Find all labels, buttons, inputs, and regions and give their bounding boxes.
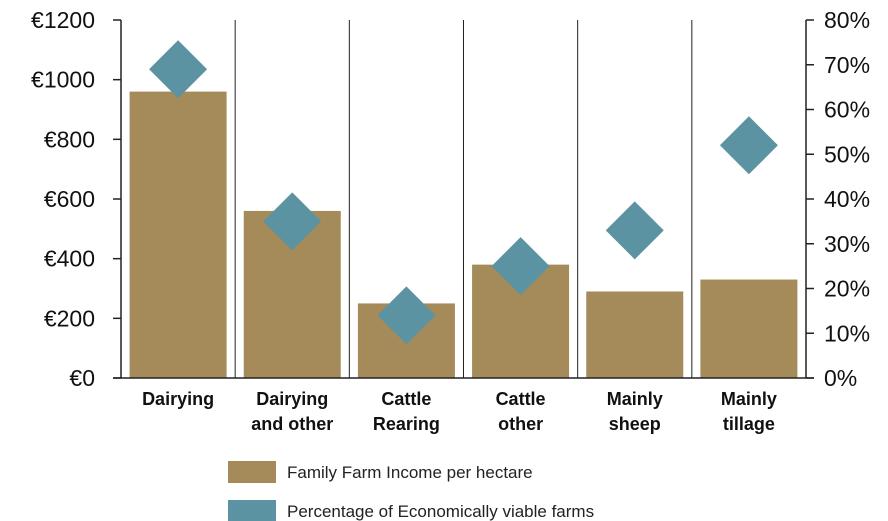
category-label: Rearing <box>373 414 440 434</box>
legend-swatch <box>228 461 276 483</box>
right-tick-label: 60% <box>824 97 870 123</box>
category-label: Dairying <box>142 389 214 409</box>
left-axis-ticks: €0 €200 €400 €600 €800 €1000 €1200 <box>31 7 121 391</box>
bar <box>700 279 798 378</box>
category-label: sheep <box>609 414 661 434</box>
left-tick-label: €400 <box>44 246 95 272</box>
left-tick-label: €800 <box>44 126 95 152</box>
viable-farms-marker <box>149 40 208 99</box>
category-labels: Dairying Dairying and other Cattle Rearing Ca… <box>142 389 777 434</box>
viable-farms-marker <box>491 237 550 296</box>
right-tick-label: 50% <box>824 141 870 167</box>
right-tick-label: 30% <box>824 231 870 257</box>
viable-farms-marker <box>377 286 436 345</box>
right-tick-label: 80% <box>824 7 870 33</box>
right-axis-ticks: 0% 10% 20% 30% 40% 50% 60% 70% 80% <box>806 7 870 391</box>
left-tick-label: €1200 <box>31 7 95 33</box>
viable-farms-marker <box>605 201 664 260</box>
category-label: Cattle <box>496 389 546 409</box>
bar <box>586 291 684 378</box>
left-tick-label: €0 <box>69 365 95 391</box>
viable-farm-markers <box>149 40 778 345</box>
right-tick-label: 0% <box>824 365 857 391</box>
category-label: Mainly <box>607 389 663 409</box>
legend-swatch <box>228 500 276 521</box>
category-label: Dairying <box>256 389 328 409</box>
legend-label: Family Farm Income per hectare <box>287 463 533 482</box>
right-tick-label: 40% <box>824 186 870 212</box>
category-label: Mainly <box>721 389 777 409</box>
viable-farms-marker <box>263 192 322 251</box>
viable-farms-marker <box>719 116 778 175</box>
category-label: Cattle <box>381 389 431 409</box>
left-tick-label: €200 <box>44 305 95 331</box>
category-label: other <box>498 414 543 434</box>
left-tick-label: €1000 <box>31 67 95 93</box>
category-label: and other <box>251 414 333 434</box>
legend: Family Farm Income per hectare Percentage… <box>228 461 594 521</box>
bar <box>129 91 227 378</box>
left-tick-label: €600 <box>44 186 95 212</box>
category-separators <box>234 20 693 378</box>
legend-label: Percentage of Economically viable farms <box>287 502 594 521</box>
right-tick-label: 70% <box>824 52 870 78</box>
right-tick-label: 10% <box>824 320 870 346</box>
category-label: tillage <box>723 414 775 434</box>
right-tick-label: 20% <box>824 276 870 302</box>
